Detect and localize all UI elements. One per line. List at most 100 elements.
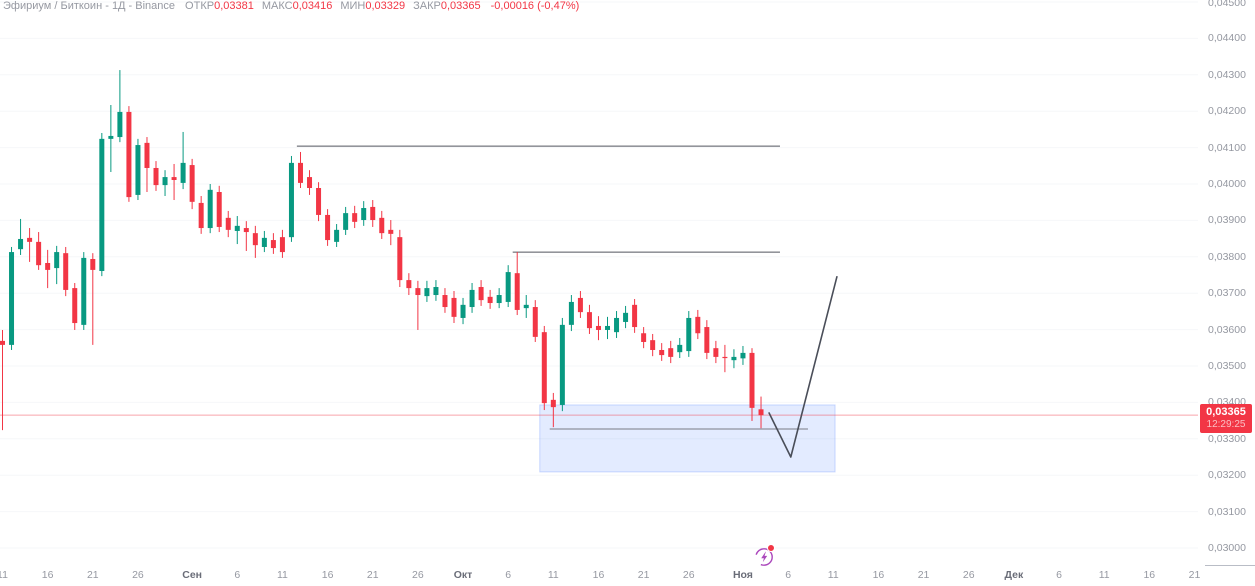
candle-body xyxy=(442,295,448,308)
candle-body xyxy=(451,297,457,317)
time-axis-day-label: 6 xyxy=(1056,569,1062,581)
low-label: МИН xyxy=(340,0,366,12)
price-axis-label: 0,04500 xyxy=(1208,0,1246,9)
chart-legend: Эфириум / Биткоин - 1Д - Binance ОТКР0,0… xyxy=(3,0,579,14)
price-axis-label: 0,03300 xyxy=(1208,432,1246,445)
change-value: -0,00016 (-0,47%) xyxy=(490,0,580,12)
lightning-circle-icon xyxy=(755,548,773,566)
candle-body xyxy=(72,288,78,324)
time-axis-day-label: 21 xyxy=(366,569,379,581)
candle-body xyxy=(261,237,267,247)
candle-body xyxy=(695,316,701,334)
candle-body xyxy=(532,307,538,337)
candle-body xyxy=(18,238,24,250)
candle-body xyxy=(397,237,403,281)
notification-dot xyxy=(767,544,775,552)
price-axis-label: 0,03900 xyxy=(1208,214,1246,227)
candle-body xyxy=(63,253,69,290)
candle-body xyxy=(108,135,114,139)
candle-body xyxy=(595,325,601,330)
candle-body xyxy=(288,162,294,238)
candle-body xyxy=(550,399,556,408)
time-axis-day-label: 6 xyxy=(785,569,792,581)
candle-body xyxy=(433,287,439,296)
time-axis-day-label: 21 xyxy=(637,569,650,581)
time-axis-month-label: Сен xyxy=(182,569,202,581)
realtime-lightning-button[interactable] xyxy=(752,544,776,568)
candle-body xyxy=(54,252,60,269)
candle-body xyxy=(243,228,249,233)
price-axis-label: 0,03100 xyxy=(1208,505,1246,518)
candle-body xyxy=(722,356,728,359)
candle-body xyxy=(252,233,258,246)
price-axis-label: 0,04000 xyxy=(1208,178,1246,190)
time-axis-day-label: 16 xyxy=(321,569,334,581)
candle-body xyxy=(686,317,692,352)
time-axis-day-label: 21 xyxy=(86,569,99,581)
candle-body xyxy=(27,237,33,242)
candle-body xyxy=(0,340,5,345)
candle-body xyxy=(641,333,647,342)
price-axis-label: 0,03700 xyxy=(1208,287,1246,300)
ohlc-high: МАКС0,03416 xyxy=(262,0,333,12)
last-price-value: 0,03365 xyxy=(1206,406,1246,419)
candle-body xyxy=(207,189,213,229)
candle-body xyxy=(171,177,177,180)
price-axis-label: 0,03000 xyxy=(1208,542,1246,554)
candle-body xyxy=(632,304,638,328)
candle-body xyxy=(559,324,565,405)
candle-body xyxy=(523,304,529,309)
candle-body xyxy=(623,312,629,322)
candle-body xyxy=(162,177,168,186)
time-axis-day-label: 21 xyxy=(917,569,930,581)
candle-body xyxy=(343,213,349,230)
candle-body xyxy=(225,217,231,230)
candle-body xyxy=(749,352,755,408)
symbol-name: Эфириум / Биткоин xyxy=(3,0,103,12)
time-axis-day-label: 26 xyxy=(132,569,144,581)
grid-layer xyxy=(0,1,1198,549)
candle-body xyxy=(496,295,502,304)
symbol-title[interactable]: Эфириум / Биткоин - 1Д - Binance xyxy=(3,0,175,12)
candle-body xyxy=(370,206,376,221)
high-label: МАКС xyxy=(261,0,293,12)
candle-body xyxy=(460,304,466,318)
candle-body xyxy=(198,202,204,229)
price-axis-label: 0,03600 xyxy=(1208,323,1246,336)
candle-body xyxy=(713,348,719,357)
candle-body xyxy=(216,192,222,227)
candle-body xyxy=(316,188,322,215)
price-axis-label: 0,04300 xyxy=(1208,68,1246,81)
candle-body xyxy=(189,165,195,202)
candle-body xyxy=(81,257,87,325)
candle-body xyxy=(325,214,331,241)
candle-body xyxy=(568,301,574,325)
ohlc-open: ОТКР0,03381 xyxy=(185,0,254,12)
axis-corner-line xyxy=(1205,565,1255,566)
time-axis-day-label: 11 xyxy=(276,569,288,581)
price-axis[interactable]: 0,03000 0,03100 0,03200 0,03300 0,03400 0,035… xyxy=(1198,0,1255,560)
ohlc-close: ЗАКР0,03365 xyxy=(413,0,481,12)
price-axis-label: 0,03500 xyxy=(1208,360,1246,372)
candle-body xyxy=(180,162,186,183)
projected-bounce-line[interactable] xyxy=(768,275,838,458)
candle-body xyxy=(415,288,421,296)
open-value: 0,03381 xyxy=(214,0,254,12)
candle-body xyxy=(758,409,764,416)
price-axis-label: 0,03800 xyxy=(1208,250,1246,263)
support-zone-rectangle[interactable] xyxy=(539,404,836,473)
candle-body xyxy=(740,352,746,359)
candle-body xyxy=(505,272,511,302)
candle-body xyxy=(514,273,520,310)
candle-body xyxy=(99,138,105,271)
bar-countdown: 12:29:25 xyxy=(1206,419,1246,431)
candle-body xyxy=(379,217,385,234)
time-axis-day-label: 16 xyxy=(592,569,605,581)
time-axis[interactable]: 11 16 21 26 Сен 6 11 16 21 26 Окт 6 11 16 21 26 Ноя 6 11 16… xyxy=(0,562,1255,586)
candle-body xyxy=(279,237,285,253)
time-axis-day-label: 11 xyxy=(0,569,8,581)
candle-body xyxy=(478,287,484,301)
candle-body xyxy=(668,348,674,357)
